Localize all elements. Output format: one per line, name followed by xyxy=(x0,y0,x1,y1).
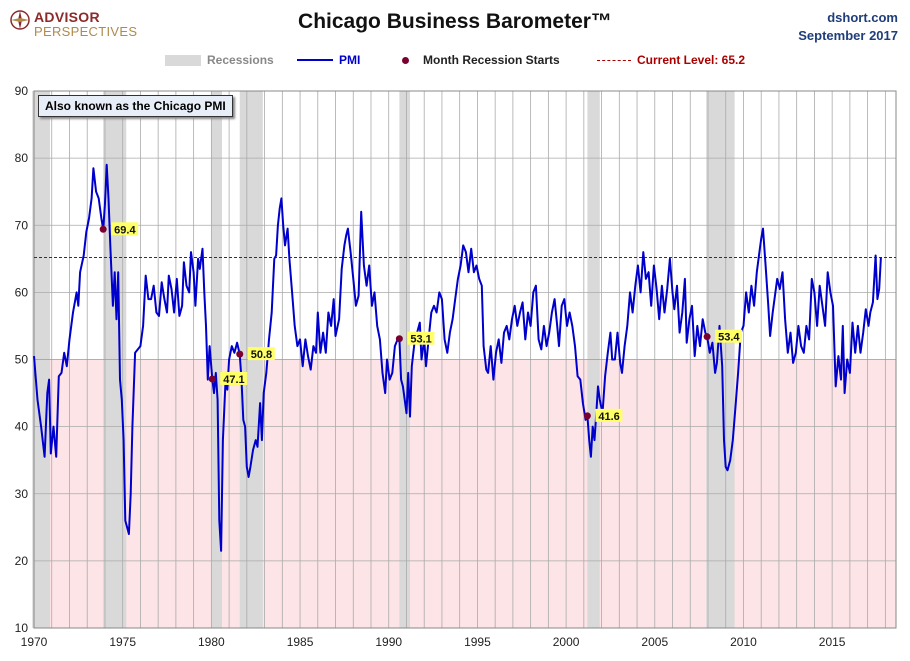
recession-start-label-2: 50.8 xyxy=(251,349,272,361)
source-site: dshort.com xyxy=(827,10,898,25)
logo-text-perspectives: PERSPECTIVES xyxy=(34,24,138,39)
recession-start-label-bg-1 xyxy=(220,371,248,385)
y-tick-label-40: 40 xyxy=(15,420,29,434)
source-date: September 2017 xyxy=(798,28,898,43)
legend-label-recession-start: Month Recession Starts xyxy=(423,53,560,67)
y-tick-label-60: 60 xyxy=(15,285,29,299)
y-tick-label-10: 10 xyxy=(15,621,29,635)
legend-item-pmi: PMI xyxy=(297,53,360,67)
x-tick-label-1990: 1990 xyxy=(375,635,402,649)
recession-start-dot-5 xyxy=(703,333,711,341)
x-tick-label-1980: 1980 xyxy=(198,635,225,649)
legend-swatch-recession-start xyxy=(402,56,409,64)
x-tick-label-2010: 2010 xyxy=(730,635,757,649)
recession-start-dot-1 xyxy=(208,375,216,383)
x-tick-label-1985: 1985 xyxy=(287,635,314,649)
y-tick-label-90: 90 xyxy=(15,84,29,98)
recession-start-dot-0 xyxy=(99,225,107,233)
legend-swatch-recessions xyxy=(165,54,201,66)
y-tick-label-20: 20 xyxy=(15,554,29,568)
y-tick-label-50: 50 xyxy=(15,353,29,367)
y-tick-label-80: 80 xyxy=(15,151,29,165)
source-block: dshort.com September 2017 xyxy=(798,9,898,45)
recession-start-marker-2: 50.8 xyxy=(236,347,275,361)
compass-icon xyxy=(10,10,30,30)
recession-start-marker-1: 47.1 xyxy=(208,371,248,386)
recession-start-label-0: 69.4 xyxy=(114,224,136,236)
legend-label-pmi: PMI xyxy=(339,53,361,67)
y-tick-label-70: 70 xyxy=(15,218,29,232)
recession-start-label-5: 53.4 xyxy=(718,332,740,344)
recession-start-dot-3 xyxy=(395,335,403,343)
legend-label-current-level: Current Level: 65.2 xyxy=(637,53,746,67)
y-tick-label-30: 30 xyxy=(15,487,29,501)
x-tick-label-1975: 1975 xyxy=(109,635,136,649)
legend-label-recessions: Recessions xyxy=(207,53,274,67)
recession-start-label-bg-0 xyxy=(111,222,139,236)
recession-start-label-bg-3 xyxy=(407,331,435,345)
recession-start-label-bg-4 xyxy=(595,408,623,422)
advisor-perspectives-logo: ADVISOR PERSPECTIVES xyxy=(9,8,139,39)
logo-text-advisor: ADVISOR xyxy=(34,9,100,25)
x-tick-label-2005: 2005 xyxy=(641,635,668,649)
legend-item-current-level: Current Level: 65.2 xyxy=(597,53,745,67)
x-tick-label-2015: 2015 xyxy=(819,635,846,649)
x-tick-label-1970: 1970 xyxy=(21,635,48,649)
chart-legend: Recessions PMI Month Recession Starts Cu… xyxy=(0,53,910,71)
chart-note: Also known as the Chicago PMI xyxy=(38,95,233,117)
chart-title: Chicago Business Barometer™ xyxy=(298,10,612,33)
legend-swatch-current-level xyxy=(597,59,631,61)
recession-start-label-4: 41.6 xyxy=(598,411,619,423)
recession-start-dot-4 xyxy=(583,412,591,420)
x-tick-label-1995: 1995 xyxy=(464,635,491,649)
recession-start-label-3: 53.1 xyxy=(410,334,431,346)
series-line-pmi xyxy=(33,163,882,552)
recession-start-label-bg-5 xyxy=(715,329,743,343)
recession-start-label-1: 47.1 xyxy=(223,374,244,386)
recession-start-marker-5: 53.4 xyxy=(703,329,743,344)
legend-item-recession-start: Month Recession Starts xyxy=(398,53,560,67)
recession-start-marker-4: 41.6 xyxy=(583,408,623,423)
x-tick-label-2000: 2000 xyxy=(553,635,580,649)
recession-start-dot-2 xyxy=(236,350,244,358)
recession-start-label-bg-2 xyxy=(247,347,275,361)
recession-start-marker-3: 53.1 xyxy=(395,331,435,346)
legend-swatch-pmi xyxy=(297,59,333,61)
recession-start-marker-0: 69.4 xyxy=(99,222,139,236)
legend-item-recessions: Recessions xyxy=(165,53,274,67)
